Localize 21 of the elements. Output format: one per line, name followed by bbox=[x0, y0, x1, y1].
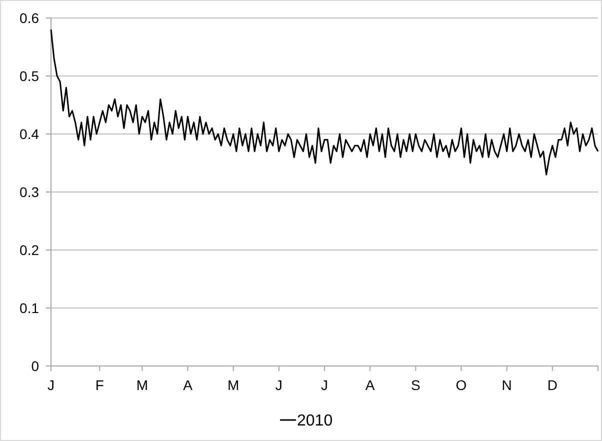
x-tick-label: J bbox=[48, 377, 54, 393]
x-tick-label: A bbox=[365, 377, 376, 393]
x-tick-label: M bbox=[136, 377, 148, 393]
x-tick-label: S bbox=[410, 377, 420, 393]
x-tick-label: J bbox=[321, 377, 328, 393]
line-series bbox=[50, 28, 599, 176]
y-tick-label: 0.6 bbox=[20, 10, 40, 26]
y-tick-label: 0.2 bbox=[20, 242, 40, 258]
y-tick-label: 0.5 bbox=[20, 68, 40, 84]
y-tick-label: 0 bbox=[31, 358, 40, 374]
x-tick-label: M bbox=[227, 377, 240, 393]
legend-label: 2010 bbox=[297, 412, 333, 430]
x-tick-label: F bbox=[95, 377, 104, 393]
x-tick-label: O bbox=[456, 377, 467, 393]
x-tick-label: A bbox=[183, 377, 194, 393]
x-tick-label: N bbox=[502, 377, 512, 393]
y-tick-label: 0.3 bbox=[20, 184, 40, 200]
y-tick-label: 0.4 bbox=[20, 126, 40, 142]
x-tick-label: D bbox=[547, 377, 558, 393]
y-tick-label: 0.1 bbox=[20, 300, 40, 316]
x-tick-label: J bbox=[275, 377, 282, 393]
